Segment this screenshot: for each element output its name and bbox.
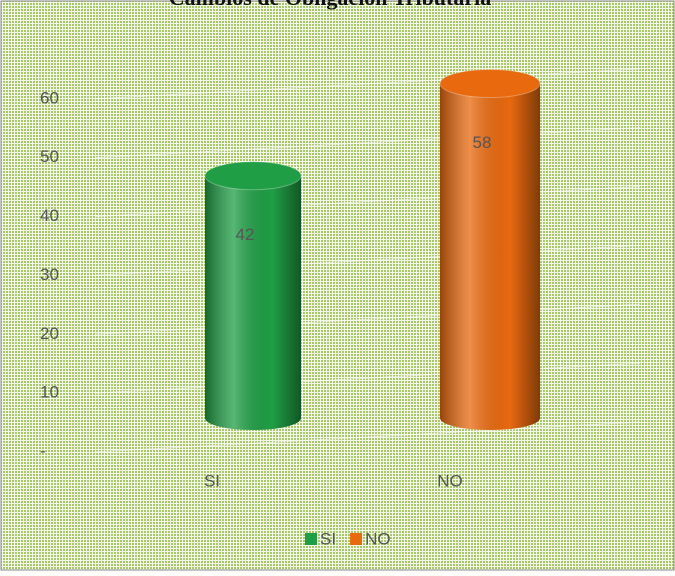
y-tick-label: 50 [40, 147, 59, 166]
bar-shade [205, 175, 301, 430]
grid-line [94, 68, 641, 100]
grid-line [94, 244, 641, 276]
x-tick-label: SI [204, 471, 220, 490]
bar-shade [440, 83, 540, 431]
grid-line [94, 421, 641, 453]
y-tick-label: 40 [40, 206, 59, 225]
legend-label: SI [320, 529, 336, 548]
legend-swatch [305, 533, 317, 545]
chart-title: Cambios de Obligación Tributaria [169, 0, 492, 10]
bar-top [204, 161, 302, 191]
grid-line [94, 303, 641, 335]
legend-label: NO [365, 529, 391, 548]
bar-top [439, 68, 541, 98]
x-tick-label: NO [437, 471, 463, 490]
y-tick-label: 10 [40, 383, 59, 402]
grid-line [94, 186, 641, 218]
bar [204, 161, 302, 430]
data-label: 42 [236, 225, 255, 244]
grid-line [94, 127, 641, 159]
y-tick-label: 30 [40, 265, 59, 284]
legend-swatch [350, 533, 363, 545]
y-tick-label: 20 [40, 324, 59, 343]
grid-line [94, 362, 641, 394]
y-tick-label: - [40, 441, 46, 460]
y-tick-label: 60 [40, 88, 59, 107]
bar [439, 68, 541, 431]
data-label: 58 [473, 133, 492, 152]
